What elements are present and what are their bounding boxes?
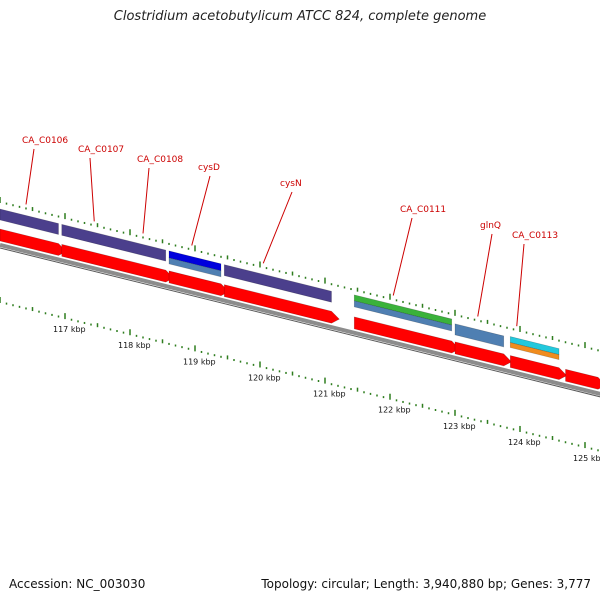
gene-feature <box>61 223 167 262</box>
axis-tick-label: 122 kbp <box>378 406 411 415</box>
gene-label: CA_C0107 <box>78 145 124 155</box>
genome-summary-text: Topology: circular; Length: 3,940,880 bp… <box>261 577 591 591</box>
axis-tick-label: 119 kbp <box>183 357 216 366</box>
gene-label: CA_C0108 <box>137 155 183 165</box>
map-title: Clostridium acetobutylicum ATCC 824, com… <box>113 9 487 24</box>
accession-text: Accession: NC_003030 <box>9 577 146 591</box>
cds-arrow <box>454 341 513 367</box>
axis-tick-label: 121 kbp <box>313 390 346 399</box>
gene-label-leader <box>262 191 293 264</box>
cds-arrow <box>509 355 568 380</box>
cds-arrow <box>565 368 600 390</box>
gene-label: CA_C0113 <box>512 231 558 241</box>
gene-label-leader <box>89 157 95 222</box>
gene-label: cysD <box>198 163 220 173</box>
axis-tick-label: 118 kbp <box>118 341 151 350</box>
axis-tick-label: 117 kbp <box>53 325 86 334</box>
gene-feature <box>223 264 332 303</box>
axis-tick-label: 123 kbp <box>443 422 476 431</box>
gene-feature <box>509 342 560 361</box>
axis-tick-label: 124 kbp <box>508 438 541 447</box>
gene-feature <box>454 323 505 348</box>
axis-tick-label: 125 kbp <box>573 454 600 463</box>
gene-label: CA_C0106 <box>22 136 68 146</box>
gene-label: CA_C0111 <box>400 205 446 215</box>
gene-label: cysN <box>280 179 302 189</box>
gene-label-leader <box>142 167 150 234</box>
gene-feature <box>168 257 222 278</box>
gene-label-leader <box>477 233 493 317</box>
gene-label-leader <box>25 148 35 205</box>
gene-feature <box>353 300 453 332</box>
gene-label: glnQ <box>480 221 501 231</box>
genome-backbone <box>0 243 600 396</box>
genome-backbone-shadow <box>0 247 600 398</box>
gene-feature <box>0 208 59 235</box>
gene-label-leader <box>516 243 525 327</box>
cds-arrow <box>223 284 340 324</box>
gene-label-leader <box>392 217 413 296</box>
gene-label-leader <box>191 175 211 246</box>
axis-tick-label: 120 kbp <box>248 373 281 382</box>
